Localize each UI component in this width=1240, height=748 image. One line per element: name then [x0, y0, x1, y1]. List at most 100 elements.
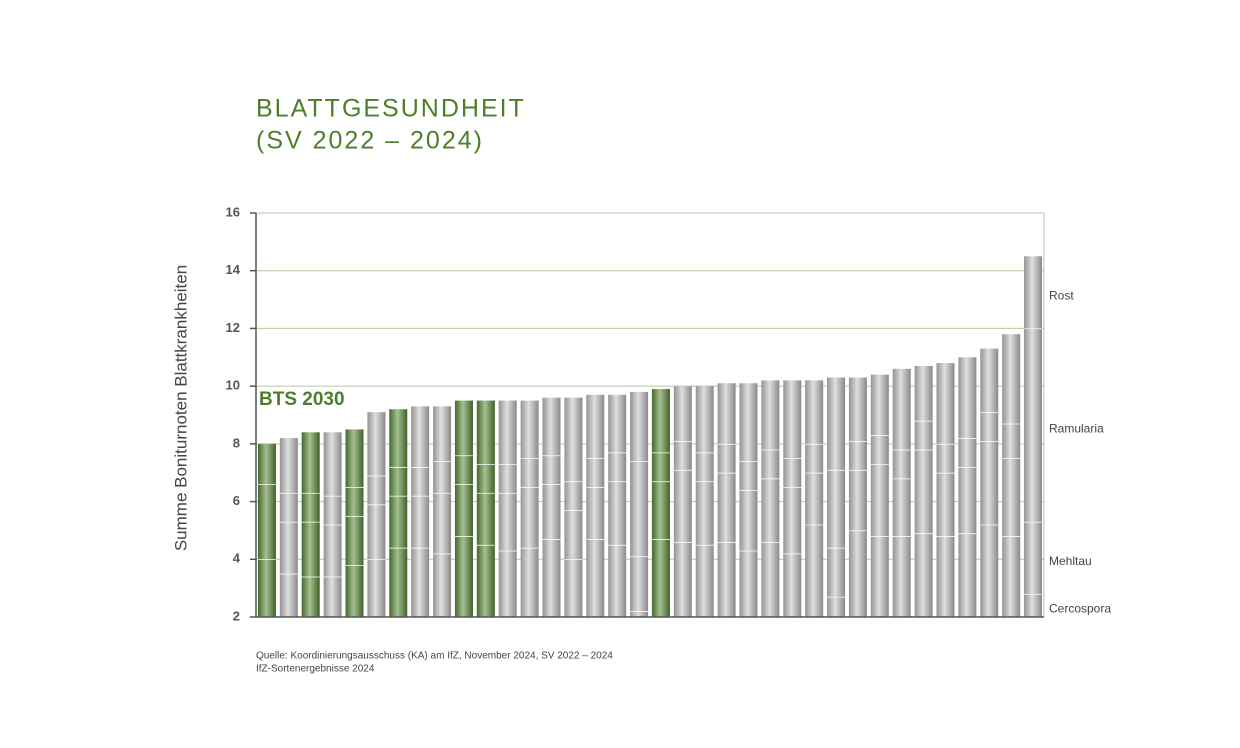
bar-segment	[805, 472, 824, 525]
bar-segment	[870, 435, 889, 465]
bar-segment	[411, 495, 430, 548]
y-tick-label: 14	[226, 262, 241, 277]
bar-segment	[367, 504, 386, 560]
bar-segment	[651, 539, 670, 617]
bar-segment	[345, 487, 364, 516]
bar-segment	[367, 412, 386, 476]
bar-segment	[542, 484, 561, 540]
bar-segment	[454, 484, 473, 537]
bar-segment	[520, 458, 539, 488]
bar-segment	[717, 443, 736, 473]
bar-segment	[564, 397, 583, 482]
bar-segment	[520, 400, 539, 459]
bar-segment	[739, 383, 758, 462]
bar-segment	[345, 565, 364, 617]
bar-segment	[695, 544, 714, 617]
bar-segment	[542, 455, 561, 485]
bar-segment	[498, 492, 517, 551]
bar-segment	[323, 495, 342, 525]
bar-segment	[805, 443, 824, 473]
bar-segment	[1024, 521, 1043, 594]
bar-segment	[345, 429, 364, 488]
bar-segment	[454, 400, 473, 456]
bar-segment	[717, 472, 736, 542]
series-label: Ramularia	[1049, 421, 1104, 435]
bar-segment	[586, 539, 605, 617]
bar-segment	[870, 374, 889, 436]
bar-segment	[257, 443, 276, 485]
bar-segment	[1002, 423, 1021, 459]
bar-segment	[892, 449, 911, 479]
bar-segment	[1002, 334, 1021, 424]
bar-segment	[958, 533, 977, 617]
series-label: Rost	[1049, 289, 1074, 303]
bar-segment	[892, 536, 911, 617]
bar-segment	[630, 556, 649, 612]
y-tick-label: 10	[226, 378, 240, 393]
bar-segment	[958, 466, 977, 534]
bar-segment	[389, 409, 408, 467]
bar-segment	[914, 533, 933, 617]
bar-segment	[695, 481, 714, 545]
bar-segment	[695, 386, 714, 453]
bar-segment	[1024, 328, 1043, 522]
bar-segment	[564, 481, 583, 511]
bar-segment	[673, 386, 692, 441]
bar-segment	[651, 452, 670, 482]
bar-segment	[1024, 593, 1043, 617]
bar-segment	[476, 544, 495, 617]
bar-segment	[651, 389, 670, 453]
bar-segment	[805, 380, 824, 444]
bar-segment	[980, 412, 999, 441]
bar-segment	[739, 550, 758, 617]
bar-segment	[433, 406, 452, 462]
bar-segment	[301, 432, 320, 493]
bar-segment	[980, 348, 999, 413]
bar-segment	[1002, 458, 1021, 537]
bar-segment	[1024, 256, 1043, 329]
bar-segment	[936, 472, 955, 537]
bar-segment	[958, 357, 977, 439]
bar-segment	[586, 458, 605, 488]
bar-segment	[498, 400, 517, 465]
bar-segment	[411, 406, 430, 467]
bar-segment	[848, 469, 867, 531]
bar-segment	[279, 521, 298, 574]
bars	[257, 256, 1043, 617]
bar-segment	[848, 530, 867, 617]
y-tick-label: 6	[233, 493, 240, 508]
series-label: Cercospora	[1049, 602, 1111, 616]
bar-segment	[301, 576, 320, 617]
y-tick-label: 8	[233, 435, 240, 450]
bar-segment	[608, 452, 627, 482]
bar-segment	[433, 461, 452, 493]
bar-segment	[783, 380, 802, 459]
bar-segment	[651, 481, 670, 540]
bar-segment	[695, 452, 714, 482]
bar-segment	[739, 461, 758, 491]
bar-segment	[564, 559, 583, 617]
bar-segment	[279, 438, 298, 493]
bar-segment	[433, 492, 452, 554]
bar-segment	[476, 492, 495, 545]
bar-segment	[389, 466, 408, 496]
bar-segment	[608, 481, 627, 545]
source-note: Quelle: Koordinierungsausschuss (KA) am …	[256, 651, 613, 662]
chart-title: BLATTGESUNDHEIT	[256, 95, 526, 123]
bar-segment	[608, 544, 627, 617]
bar-segment	[257, 559, 276, 617]
bar-segment	[476, 464, 495, 493]
bar-segment	[980, 440, 999, 525]
bar-segment	[783, 458, 802, 488]
bar-segment	[279, 573, 298, 617]
bar-segment	[914, 449, 933, 534]
bar-segment	[323, 576, 342, 617]
y-tick-label: 16	[226, 204, 240, 219]
bar-segment	[717, 383, 736, 444]
source-note: IfZ-Sortenergebnisse 2024	[256, 664, 375, 675]
bar-segment	[848, 440, 867, 470]
bar-segment	[454, 455, 473, 485]
bar-segment	[630, 391, 649, 462]
bar-segment	[936, 536, 955, 617]
